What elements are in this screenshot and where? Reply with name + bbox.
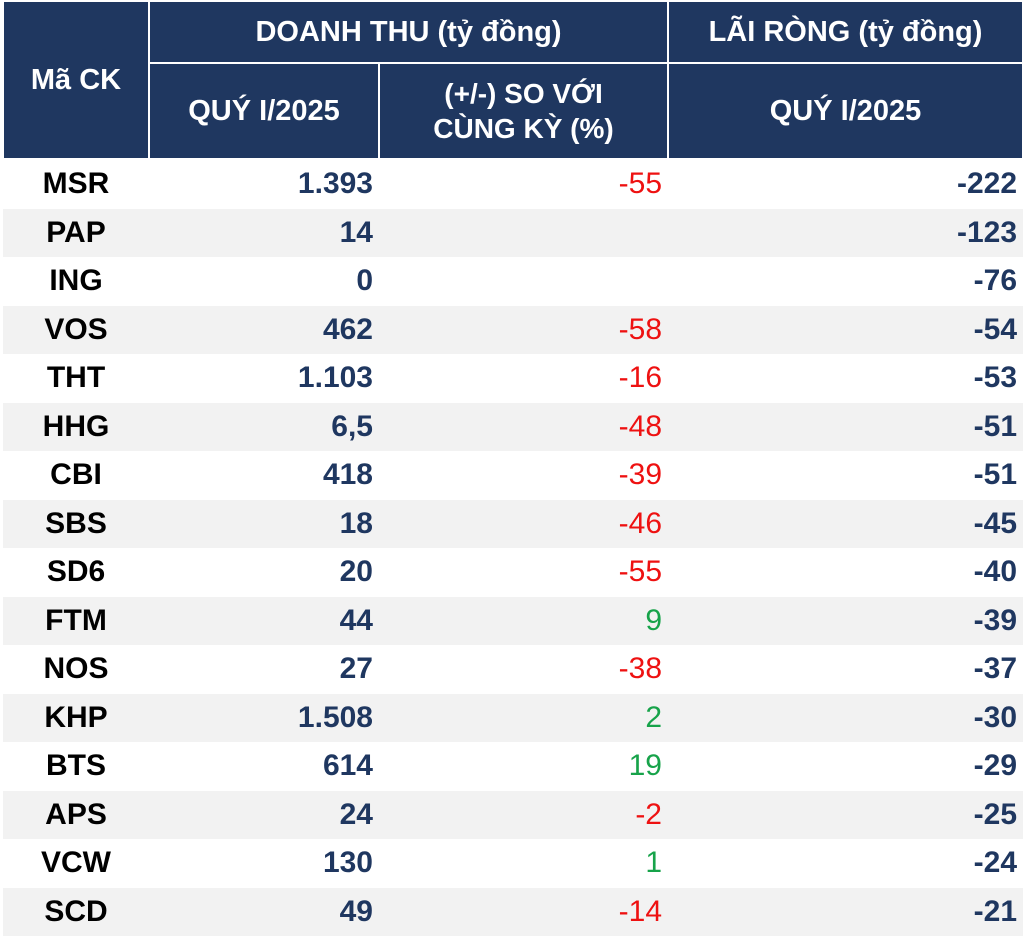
net-profit-cell: -30 [668, 693, 1023, 742]
net-profit-cell: -54 [668, 305, 1023, 354]
stock-code-cell: FTM [3, 596, 149, 645]
stock-code-header: Mã CK [2, 0, 150, 160]
yoy-change-cell: -39 [379, 451, 668, 500]
revenue-period-header: QUÝ I/2025 [148, 62, 380, 160]
yoy-change-cell: 2 [379, 693, 668, 742]
revenue-cell: 418 [149, 451, 379, 500]
net-profit-cell: -222 [668, 159, 1023, 209]
stock-code-cell: VOS [3, 305, 149, 354]
table-row: KHP 1.508 2 -30 [3, 693, 1023, 742]
stock-code-cell: SCD [3, 887, 149, 936]
yoy-change-cell: 9 [379, 596, 668, 645]
table-row: CBI 418 -39 -51 [3, 451, 1023, 500]
revenue-cell: 24 [149, 790, 379, 839]
table-row: VOS 462 -58 -54 [3, 305, 1023, 354]
table-body: MSR 1.393 -55 -222 PAP 14 -123 ING 0 -76 VOS 462 -58… [3, 159, 1023, 936]
revenue-cell: 462 [149, 305, 379, 354]
revenue-group-header: DOANH THU (tỷ đồng) [148, 0, 669, 64]
stock-code-cell: APS [3, 790, 149, 839]
yoy-change-cell: -16 [379, 354, 668, 403]
table-row: SD6 20 -55 -40 [3, 548, 1023, 597]
stock-code-cell: PAP [3, 208, 149, 257]
header-row-bottom: QUÝ I/2025 (+/-) SO VỚI CÙNG KỲ (%) QUÝ … [3, 62, 1024, 160]
table-row: SCD 49 -14 -21 [3, 887, 1023, 936]
net-profit-cell: -40 [668, 548, 1023, 597]
yoy-change-cell: 1 [379, 839, 668, 888]
table-row: MSR 1.393 -55 -222 [3, 159, 1023, 209]
revenue-cell: 20 [149, 548, 379, 597]
yoy-change-header-line2: CÙNG KỲ (%) [433, 113, 614, 144]
revenue-cell: 614 [149, 742, 379, 791]
net-profit-group-header: LÃI RÒNG (tỷ đồng) [667, 0, 1024, 64]
yoy-change-cell: 19 [379, 742, 668, 791]
table-header: Mã CK DOANH THU (tỷ đồng) LÃI RÒNG (tỷ đ… [2, 0, 1024, 160]
net-profit-cell: -21 [668, 887, 1023, 936]
stock-code-cell: CBI [3, 451, 149, 500]
table-row: NOS 27 -38 -37 [3, 645, 1023, 694]
yoy-change-cell [379, 257, 668, 306]
yoy-change-cell: -48 [379, 402, 668, 451]
revenue-cell: 44 [149, 596, 379, 645]
yoy-change-header: (+/-) SO VỚI CÙNG KỲ (%) [378, 62, 669, 160]
net-profit-cell: -51 [668, 451, 1023, 500]
revenue-cell: 1.393 [149, 159, 379, 209]
yoy-change-cell: -38 [379, 645, 668, 694]
net-profit-cell: -37 [668, 645, 1023, 694]
table-row: PAP 14 -123 [3, 208, 1023, 257]
table-row: APS 24 -2 -25 [3, 790, 1023, 839]
stock-code-cell: BTS [3, 742, 149, 791]
yoy-change-cell: -58 [379, 305, 668, 354]
table-row: VCW 130 1 -24 [3, 839, 1023, 888]
stock-code-cell: NOS [3, 645, 149, 694]
net-profit-cell: -39 [668, 596, 1023, 645]
stock-code-cell: HHG [3, 402, 149, 451]
table-row: HHG 6,5 -48 -51 [3, 402, 1023, 451]
revenue-cell: 130 [149, 839, 379, 888]
stock-code-cell: ING [3, 257, 149, 306]
yoy-change-cell: -55 [379, 159, 668, 209]
revenue-cell: 1.508 [149, 693, 379, 742]
revenue-cell: 14 [149, 208, 379, 257]
stock-code-cell: VCW [3, 839, 149, 888]
net-profit-cell: -51 [668, 402, 1023, 451]
revenue-cell: 18 [149, 499, 379, 548]
revenue-cell: 0 [149, 257, 379, 306]
net-profit-cell: -25 [668, 790, 1023, 839]
stock-code-cell: MSR [3, 159, 149, 209]
revenue-cell: 6,5 [149, 402, 379, 451]
stock-code-cell: SD6 [3, 548, 149, 597]
table-row: SBS 18 -46 -45 [3, 499, 1023, 548]
stock-code-cell: SBS [3, 499, 149, 548]
net-profit-cell: -123 [668, 208, 1023, 257]
table-row: THT 1.103 -16 -53 [3, 354, 1023, 403]
stock-code-cell: THT [3, 354, 149, 403]
yoy-change-cell: -2 [379, 790, 668, 839]
table-row: ING 0 -76 [3, 257, 1023, 306]
revenue-cell: 49 [149, 887, 379, 936]
header-row-top: Mã CK DOANH THU (tỷ đồng) LÃI RÒNG (tỷ đ… [2, 0, 1024, 160]
yoy-change-cell: -14 [379, 887, 668, 936]
table-row: BTS 614 19 -29 [3, 742, 1023, 791]
yoy-change-header-line1: (+/-) SO VỚI [444, 78, 603, 109]
revenue-cell: 1.103 [149, 354, 379, 403]
net-profit-cell: -53 [668, 354, 1023, 403]
yoy-change-cell: -55 [379, 548, 668, 597]
net-profit-period-header: QUÝ I/2025 [667, 62, 1024, 160]
net-profit-cell: -45 [668, 499, 1023, 548]
yoy-change-cell [379, 208, 668, 257]
revenue-cell: 27 [149, 645, 379, 694]
net-profit-cell: -24 [668, 839, 1023, 888]
yoy-change-cell: -46 [379, 499, 668, 548]
stock-code-cell: KHP [3, 693, 149, 742]
table-row: FTM 44 9 -39 [3, 596, 1023, 645]
net-profit-cell: -29 [668, 742, 1023, 791]
net-profit-cell: -76 [668, 257, 1023, 306]
